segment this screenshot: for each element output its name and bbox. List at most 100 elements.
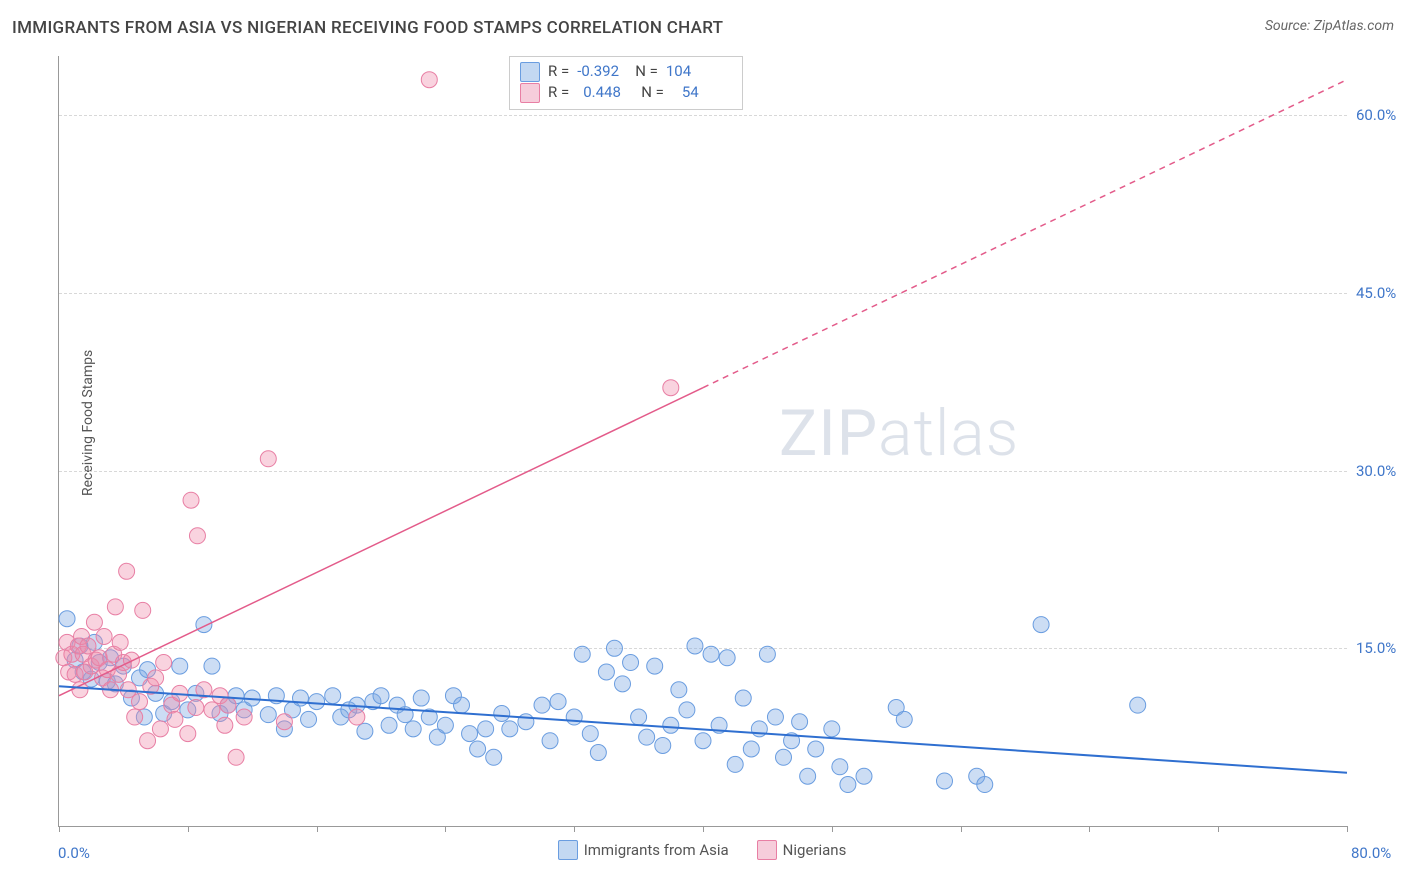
data-point [534,697,550,713]
data-point [301,711,317,727]
data-point [824,721,840,737]
stats-swatch-series1 [520,62,540,82]
r-value-series1: -0.392 [577,61,627,82]
data-point [856,768,872,784]
data-point [606,640,622,656]
data-point [631,709,647,725]
data-point [695,733,711,749]
data-point [574,646,590,662]
data-point [96,628,112,644]
data-point [148,670,164,686]
data-point [687,638,703,654]
data-point [542,733,558,749]
legend-swatch-series1 [558,840,578,860]
data-point [759,646,775,662]
data-point [977,777,993,793]
data-point [703,646,719,662]
data-point [220,697,236,713]
data-point [228,749,244,765]
x-max-label: 80.0% [1351,844,1391,862]
data-point [566,709,582,725]
data-point [357,723,373,739]
data-point [172,658,188,674]
legend-label-series2: Nigerians [783,841,847,859]
data-point [590,745,606,761]
data-point [260,451,276,467]
data-point [518,714,534,730]
data-point [140,733,156,749]
data-point [767,709,783,725]
data-point [236,709,252,725]
data-point [167,711,183,727]
legend-label-series1: Immigrants from Asia [584,841,729,859]
data-point [119,563,135,579]
data-point [671,682,687,698]
data-point [437,717,453,733]
plot-container: Receiving Food Stamps ZIPatlas R = -0.39… [58,56,1346,826]
data-point [156,655,172,671]
data-point [188,700,204,716]
data-point [180,726,196,742]
data-point [800,768,816,784]
data-point [937,773,953,789]
data-point [727,756,743,772]
data-point [276,714,292,730]
data-point [598,664,614,680]
plot-area: ZIPatlas R = -0.392 N = 104 R = 0.448 N … [58,56,1347,827]
data-point [776,749,792,765]
data-point [72,682,88,698]
trend-line-dashed [703,80,1347,388]
scatter-svg [59,56,1347,826]
data-point [135,602,151,618]
data-point [454,697,470,713]
data-point [152,721,168,737]
data-point [840,777,856,793]
data-point [381,717,397,733]
source-label: Source: ZipAtlas.com [1265,18,1394,34]
data-point [832,759,848,775]
data-point [655,737,671,753]
data-point [478,721,494,737]
stats-legend-box: R = -0.392 N = 104 R = 0.448 N = 54 [509,56,743,110]
stats-swatch-series2 [520,83,540,103]
data-point [1130,697,1146,713]
data-point [107,599,123,615]
data-point [123,652,139,668]
data-point [679,702,695,718]
data-point [719,650,735,666]
data-point [615,676,631,692]
data-point [663,717,679,733]
data-point [494,705,510,721]
legend-swatch-series2 [757,840,777,860]
data-point [189,528,205,544]
stats-row-series2: R = 0.448 N = 54 [520,82,732,103]
data-point [647,658,663,674]
data-point [217,717,233,733]
data-point [325,688,341,704]
data-point [421,72,437,88]
n-value-series1: 104 [666,61,716,82]
data-point [132,694,148,710]
data-point [896,711,912,727]
data-point [743,741,759,757]
data-point [112,634,128,650]
data-point [196,617,212,633]
data-point [260,707,276,723]
data-point [470,741,486,757]
trend-line [59,686,1347,772]
data-point [502,721,518,737]
data-point [405,721,421,737]
legend-item-series1: Immigrants from Asia [558,840,729,860]
data-point [792,714,808,730]
data-point [808,741,824,757]
data-point [663,380,679,396]
data-point [550,694,566,710]
y-tick-label: 15.0% [1356,639,1396,657]
y-tick-label: 45.0% [1356,284,1396,302]
stats-row-series1: R = -0.392 N = 104 [520,61,732,82]
data-point [735,690,751,706]
data-point [127,709,143,725]
y-tick-label: 60.0% [1356,106,1396,124]
data-point [309,694,325,710]
data-point [582,726,598,742]
